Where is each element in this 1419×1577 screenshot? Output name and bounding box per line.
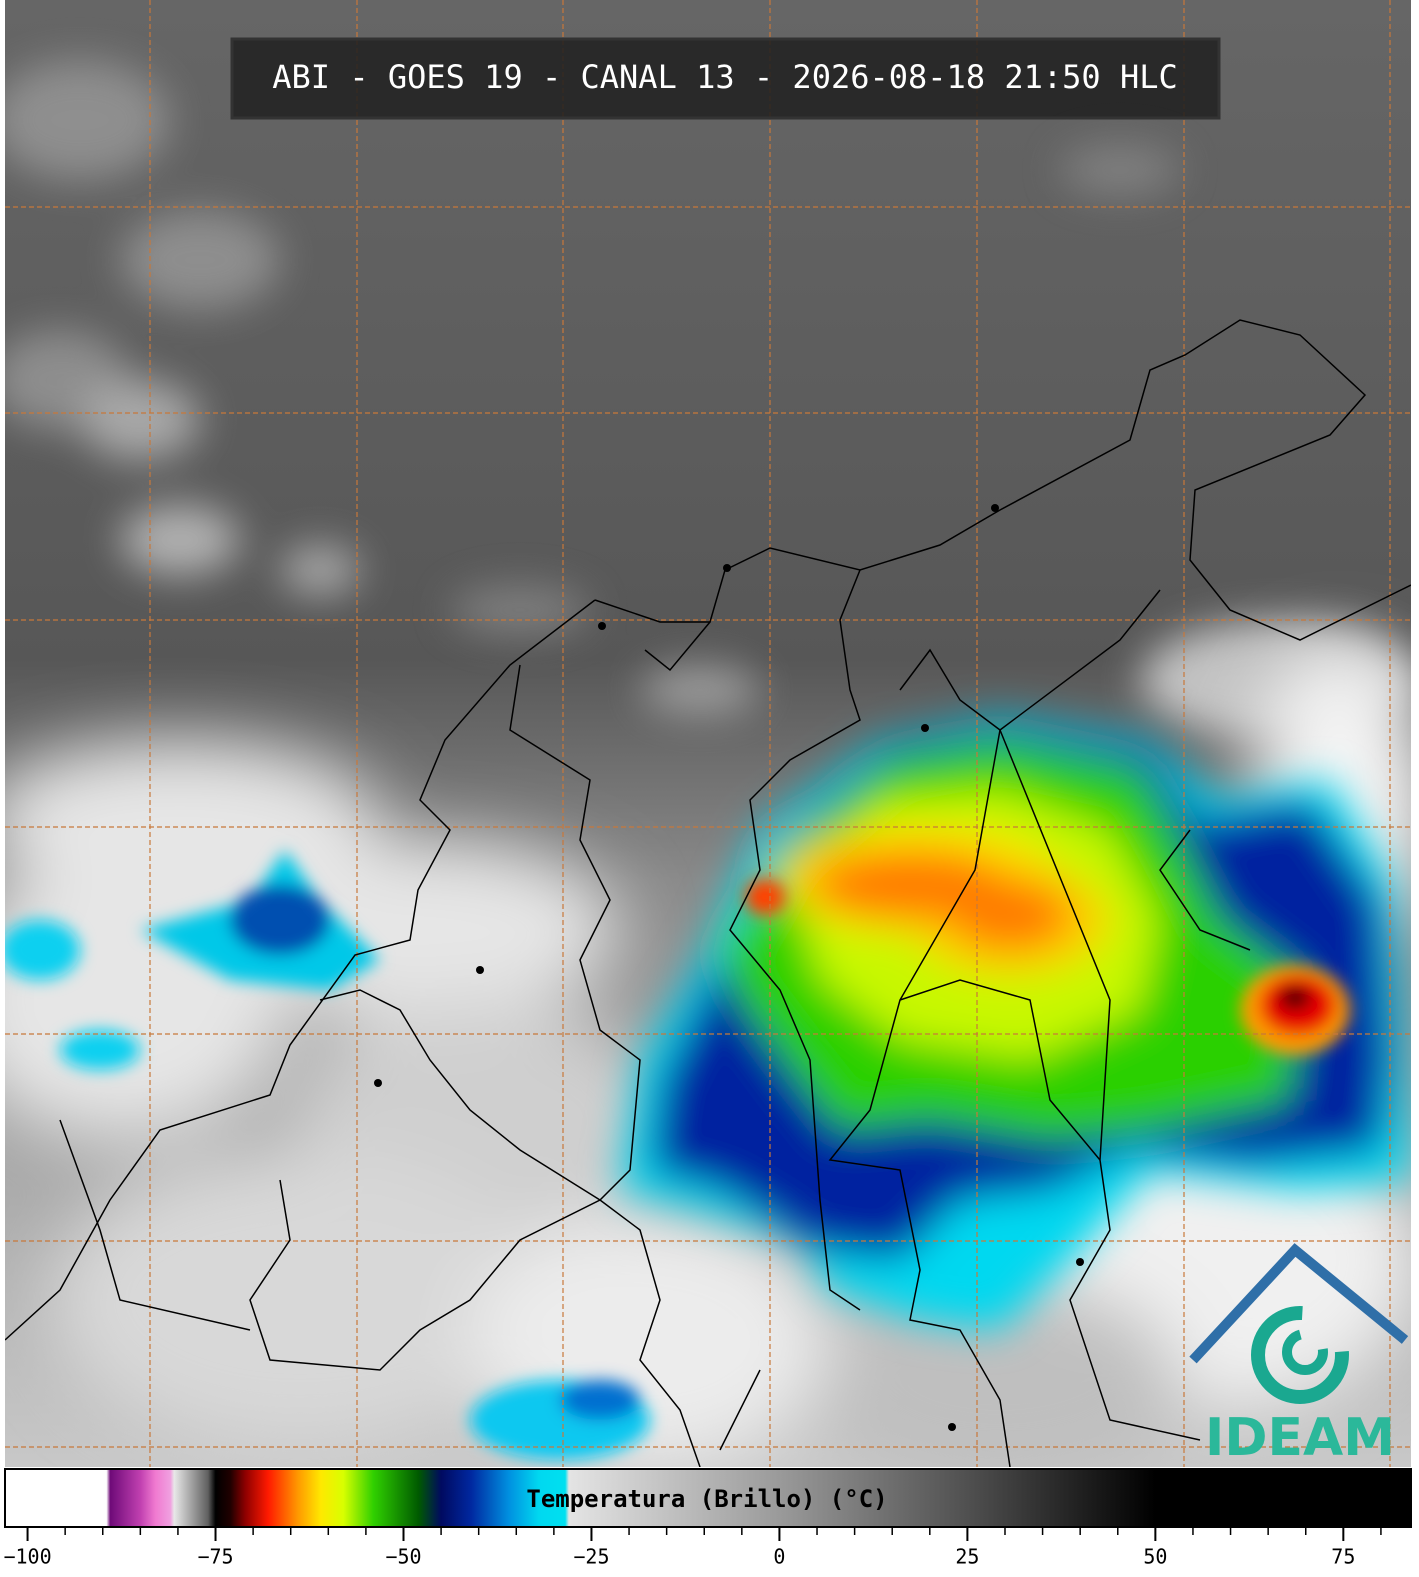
- tick-label: 75: [1331, 1545, 1355, 1569]
- tick-label: −75: [197, 1545, 233, 1569]
- tick-label: −100: [3, 1545, 51, 1569]
- city-markers: [374, 504, 1084, 1431]
- colorbar-ramp: [4, 1468, 1412, 1528]
- tick-label: −50: [385, 1545, 421, 1569]
- title: ABI - GOES 19 - CANAL 13 - 2026-08-18 21…: [272, 58, 1177, 96]
- tick-label: 0: [773, 1545, 785, 1569]
- satellite-image: IDEAM: [5, 0, 1411, 1468]
- tick-label: 50: [1143, 1545, 1167, 1569]
- logo: IDEAM: [1189, 1243, 1409, 1468]
- logo-text: IDEAM: [1205, 1408, 1395, 1468]
- colorbar: Temperatura (Brillo) (°C) −100 −75 −50 −25 0…: [3, 1468, 1412, 1569]
- colorbar-label: Temperatura (Brillo) (°C): [526, 1485, 887, 1513]
- tick-label: −25: [573, 1545, 609, 1569]
- title-box: ABI - GOES 19 - CANAL 13 - 2026-08-18 21…: [230, 37, 1221, 120]
- tick-label: 25: [955, 1545, 979, 1569]
- boundaries: [5, 319, 1411, 1467]
